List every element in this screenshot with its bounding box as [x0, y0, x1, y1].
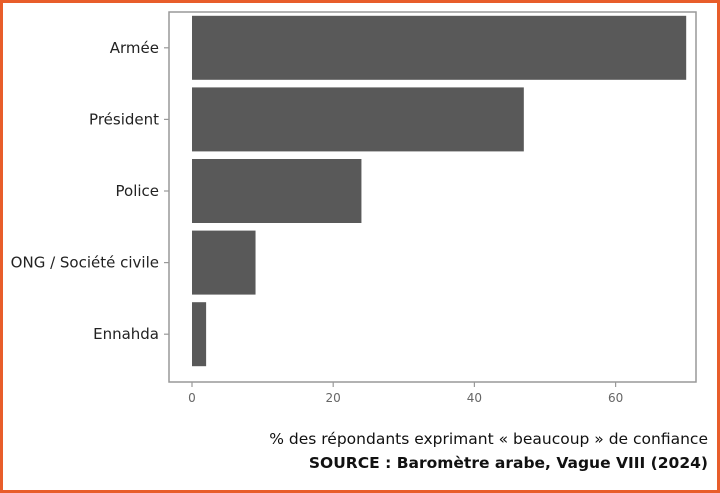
- x-tick-label: 60: [608, 391, 623, 405]
- bar-3: [192, 159, 362, 223]
- bar-1: [192, 15, 687, 80]
- bar-5: [192, 302, 207, 367]
- x-tick-label: 0: [188, 391, 196, 405]
- x-tick-label: 20: [326, 391, 341, 405]
- bars-group: [192, 15, 687, 367]
- bar-4: [192, 230, 256, 295]
- source-note: SOURCE : Baromètre arabe, Vague VIII (20…: [309, 454, 708, 472]
- category-label: Police: [116, 182, 160, 200]
- category-label: Armée: [110, 39, 159, 57]
- x-axis: 0 20 40 60: [188, 382, 623, 405]
- y-axis: Armée Président Police ONG / Société civile…: [11, 39, 169, 343]
- x-axis-label: % des répondants exprimant « beaucoup » …: [269, 430, 708, 448]
- category-label: ONG / Société civile: [11, 254, 159, 272]
- category-label: Président: [89, 110, 159, 128]
- x-tick-label: 40: [467, 391, 482, 405]
- category-label: Ennahda: [93, 325, 159, 343]
- bar-2: [192, 87, 524, 152]
